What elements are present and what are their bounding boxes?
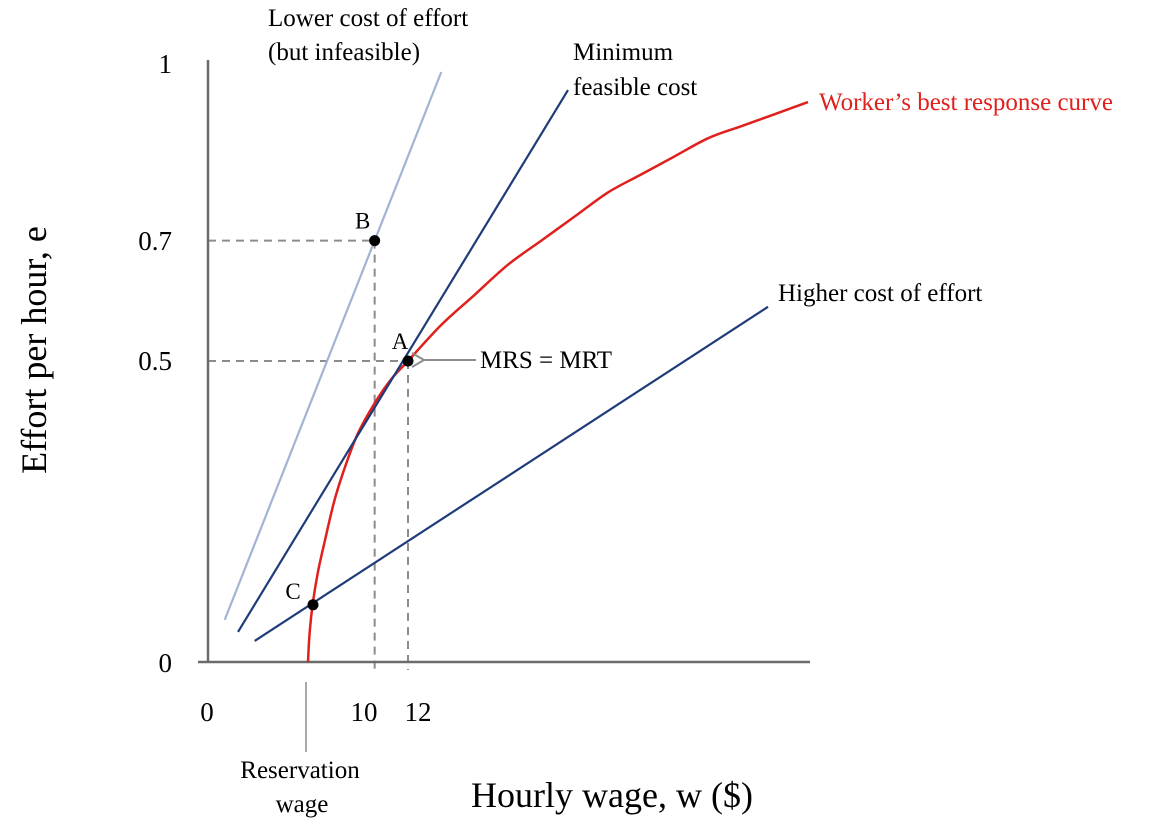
guide-lines [208, 239, 409, 670]
higher-cost-label: Higher cost of effort [778, 280, 982, 307]
points-layer: A B C [285, 209, 414, 611]
y-tick-label-0.5: 0.5 [138, 346, 172, 376]
best-response-curve [306, 100, 809, 663]
lower-cost-label-line2: (but infeasible) [268, 39, 420, 66]
y-tick-label-0.7: 0.7 [138, 226, 172, 256]
point-label-b: B [355, 209, 370, 234]
mrs-mrt-label: MRS = MRT [480, 347, 612, 374]
best-response-label: Worker’s best response curve [819, 89, 1113, 116]
y-tick-label-1: 1 [159, 49, 173, 79]
point-label-a: A [392, 329, 409, 354]
minimum-cost-label-line1: Minimum [573, 39, 674, 66]
minimum-cost-label-line2: feasible cost [573, 74, 697, 101]
higher-cost-line [254, 305, 769, 642]
reservation-wage-label-line1: Reservation [240, 757, 360, 784]
reservation-wage-label-line2: wage [276, 791, 329, 818]
x-axis-title: Hourly wage, w ($) [471, 775, 753, 815]
x-tick-label-12: 12 [405, 697, 432, 727]
point-c [307, 599, 319, 611]
y-tick-label-0: 0 [159, 648, 173, 678]
x-tick-label-0: 0 [200, 697, 214, 727]
point-b [369, 235, 381, 247]
y-axis-title: Effort per hour, e [14, 226, 54, 474]
point-a [402, 355, 414, 367]
point-label-c: C [285, 579, 300, 604]
lower-cost-label-line1: Lower cost of effort [268, 5, 468, 32]
x-tick-label-10: 10 [351, 697, 378, 727]
lower-cost-line [223, 71, 443, 621]
